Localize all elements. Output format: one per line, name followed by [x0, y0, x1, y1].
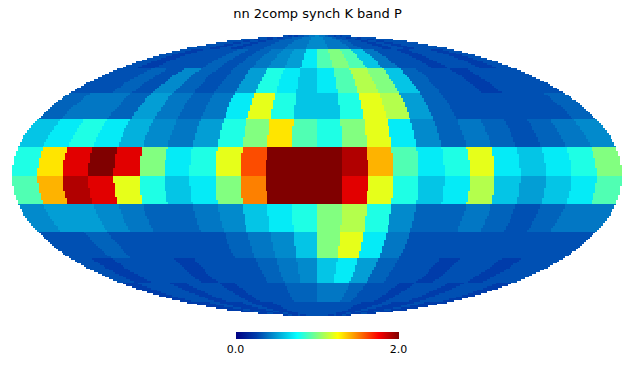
- svg-text:0.0: 0.0: [227, 343, 245, 356]
- svg-text:nn 2comp synch K band P: nn 2comp synch K band P: [233, 6, 402, 21]
- svg-text:2.0: 2.0: [390, 343, 408, 356]
